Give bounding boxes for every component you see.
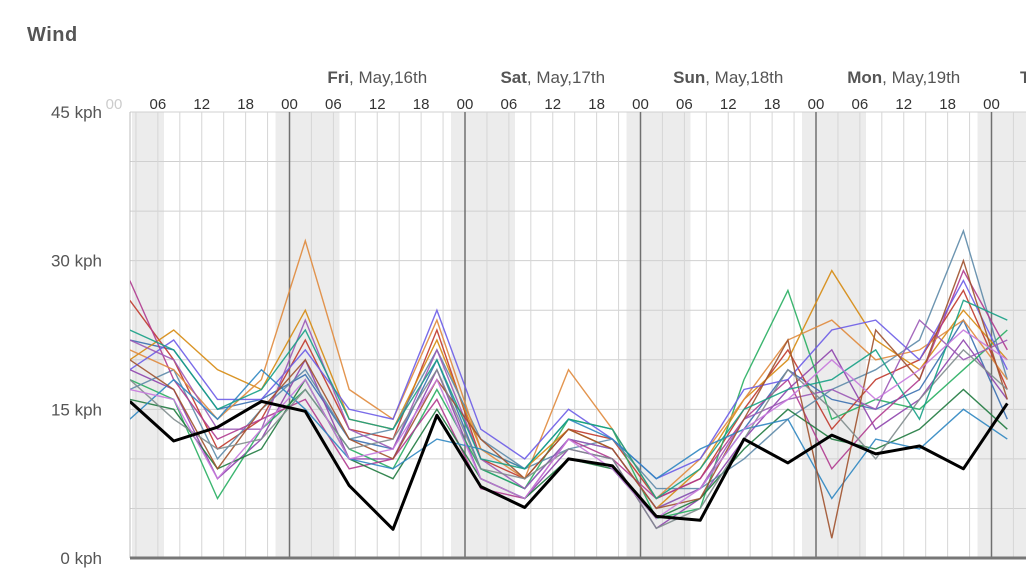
hour-tick-label: 00 bbox=[808, 96, 825, 113]
hour-tick-label: 18 bbox=[588, 96, 605, 113]
chart-title: Wind bbox=[27, 24, 78, 46]
ensemble-series-line bbox=[130, 268, 1008, 500]
night-shading bbox=[132, 112, 1026, 558]
ensemble-series-line bbox=[130, 318, 1008, 510]
day-label: Sat, May,17th bbox=[500, 68, 605, 87]
hour-tick-label: 12 bbox=[193, 96, 210, 113]
hour-tick-label: 06 bbox=[325, 96, 342, 113]
ensemble-series-line bbox=[130, 258, 1008, 539]
hour-tick-label: 18 bbox=[237, 96, 254, 113]
night-band bbox=[802, 112, 866, 558]
y-tick-label: 15 kph bbox=[51, 400, 102, 419]
ensemble-series-line bbox=[130, 238, 1008, 500]
hour-tick-label: 00 bbox=[983, 96, 1000, 113]
hour-tick-label: 06 bbox=[150, 96, 167, 113]
hour-tick-label: 06 bbox=[852, 96, 869, 113]
night-band bbox=[451, 112, 515, 558]
hour-tick-label: 18 bbox=[764, 96, 781, 113]
ensemble-series-line bbox=[130, 338, 1008, 530]
ensemble-series-line bbox=[130, 288, 1008, 520]
ensemble-series-line bbox=[130, 299, 1008, 500]
ensemble-series-line bbox=[130, 288, 1008, 500]
day-axis: Fri, May,16th Sat, May,17th Sun, May,18th M… bbox=[327, 68, 1026, 87]
ensemble-series-line bbox=[130, 329, 1008, 520]
night-band bbox=[132, 112, 164, 558]
hour-tick-label: 00 bbox=[281, 96, 298, 113]
hour-tick-label: 06 bbox=[676, 96, 693, 113]
hour-tick-label: 12 bbox=[369, 96, 386, 113]
hour-tick-label: 12 bbox=[544, 96, 561, 113]
day-label: Sun, May,18th bbox=[673, 68, 783, 87]
day-label: Fri, May,16th bbox=[327, 68, 427, 87]
day-label: T bbox=[1020, 68, 1026, 87]
hour-tick-label: 00 bbox=[106, 96, 123, 113]
hour-tick-label: 18 bbox=[939, 96, 956, 113]
ensemble-series-line bbox=[130, 348, 1008, 530]
hour-tick-label: 00 bbox=[457, 96, 474, 113]
day-label: Mon, May,19th bbox=[847, 68, 960, 87]
y-tick-label: 45 kph bbox=[51, 103, 102, 122]
hour-tick-label: 12 bbox=[895, 96, 912, 113]
series-group bbox=[130, 228, 1009, 539]
y-axis: 0 kph 15 kph 30 kph 45 kph bbox=[51, 103, 102, 568]
hour-tick-label: 06 bbox=[501, 96, 518, 113]
y-tick-label: 30 kph bbox=[51, 252, 102, 271]
y-tick-label: 0 kph bbox=[60, 549, 102, 568]
hour-tick-label: 00 bbox=[632, 96, 649, 113]
main-series-line bbox=[130, 399, 1009, 531]
hour-tick-label: 12 bbox=[720, 96, 737, 113]
hour-tick-label: 18 bbox=[413, 96, 430, 113]
ensemble-series-line bbox=[130, 318, 1008, 510]
hour-axis: 00 06 12 18 00 06 12 18 00 06 12 18 00 06 12 18 00 06 12 18… bbox=[106, 96, 1000, 113]
